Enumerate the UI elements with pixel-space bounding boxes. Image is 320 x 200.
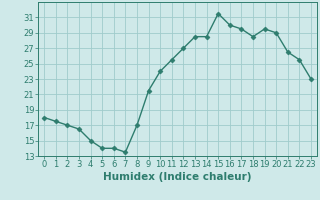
X-axis label: Humidex (Indice chaleur): Humidex (Indice chaleur) [103, 172, 252, 182]
